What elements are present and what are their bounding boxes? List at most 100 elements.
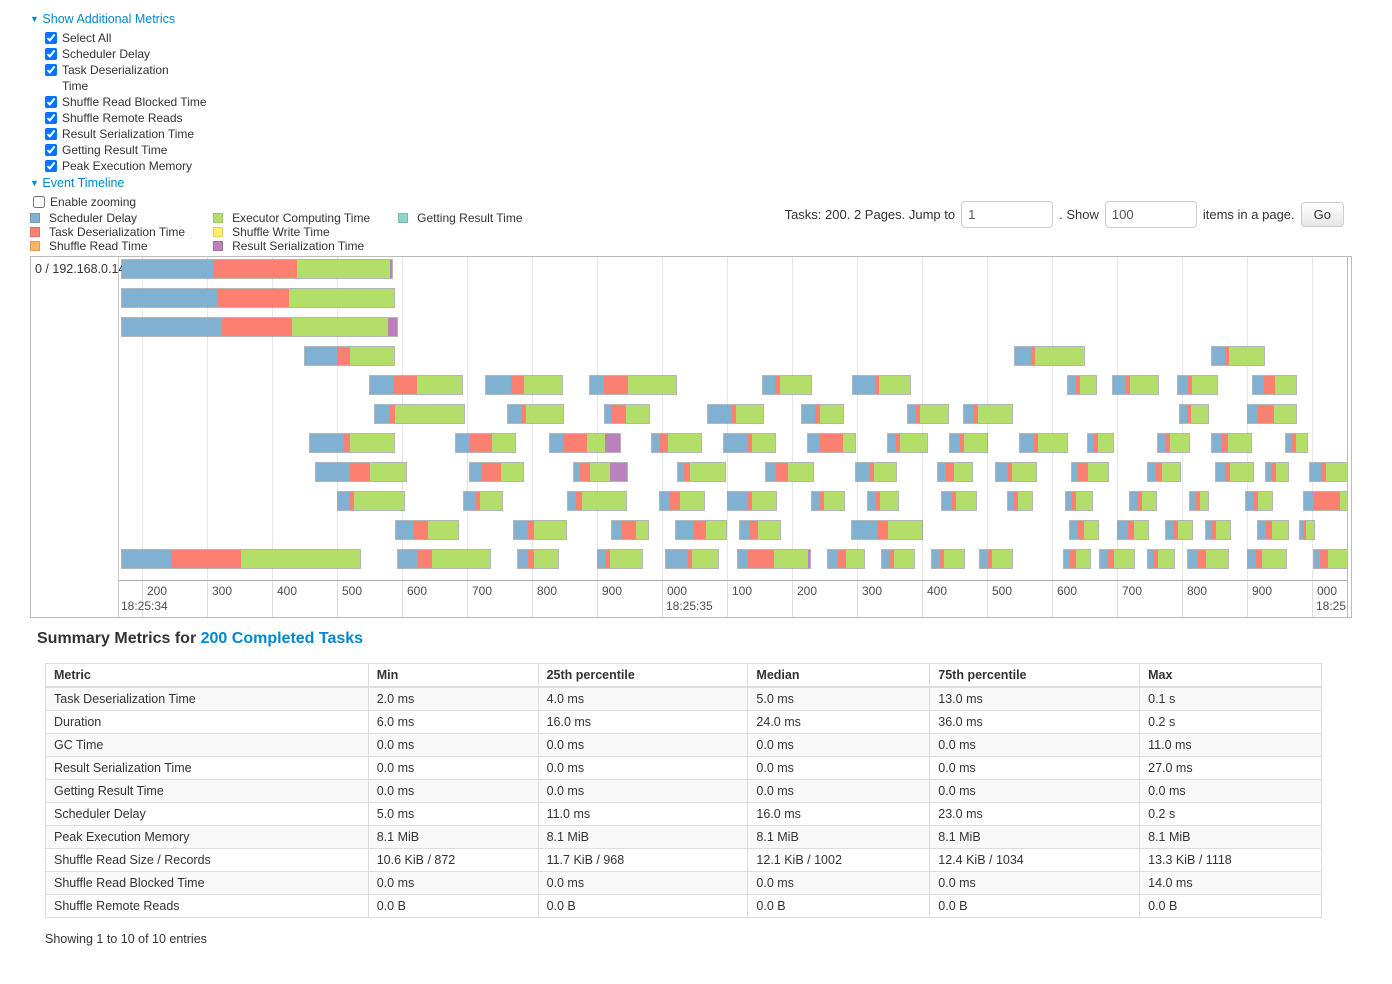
- task-bar[interactable]: [931, 549, 965, 569]
- task-bar[interactable]: [1147, 549, 1175, 569]
- task-bar[interactable]: [469, 462, 524, 482]
- task-bar[interactable]: [304, 346, 395, 366]
- task-bar[interactable]: [121, 259, 393, 279]
- task-bar[interactable]: [1252, 375, 1297, 395]
- task-bar[interactable]: [1067, 375, 1097, 395]
- task-bar[interactable]: [855, 462, 897, 482]
- task-bar[interactable]: [1179, 404, 1209, 424]
- task-bar[interactable]: [737, 549, 811, 569]
- task-bar[interactable]: [1165, 520, 1193, 540]
- task-bar[interactable]: [1065, 491, 1093, 511]
- task-bar[interactable]: [1117, 520, 1149, 540]
- task-bar[interactable]: [807, 433, 856, 453]
- task-bar[interactable]: [1313, 549, 1347, 569]
- task-bar[interactable]: [963, 404, 1013, 424]
- task-bar[interactable]: [1247, 404, 1297, 424]
- metric-checkbox[interactable]: [45, 96, 57, 108]
- task-bar[interactable]: [949, 433, 988, 453]
- metric-checkbox[interactable]: [45, 48, 57, 60]
- task-bar[interactable]: [1285, 433, 1308, 453]
- task-bar[interactable]: [1099, 549, 1135, 569]
- task-bar[interactable]: [374, 404, 465, 424]
- task-bar[interactable]: [852, 375, 911, 395]
- task-bar[interactable]: [867, 491, 899, 511]
- completed-tasks-link[interactable]: 200 Completed Tasks: [200, 630, 364, 647]
- task-bar[interactable]: [1014, 346, 1085, 366]
- task-bar[interactable]: [1257, 520, 1289, 540]
- task-bar[interactable]: [659, 491, 705, 511]
- task-bar[interactable]: [1245, 491, 1273, 511]
- task-bar[interactable]: [665, 549, 719, 569]
- task-bar[interactable]: [937, 462, 973, 482]
- show-additional-metrics-toggle[interactable]: ▼ Show Additional Metrics: [30, 12, 230, 26]
- task-bar[interactable]: [811, 491, 845, 511]
- task-bar[interactable]: [675, 520, 727, 540]
- task-bar[interactable]: [887, 433, 928, 453]
- task-bar[interactable]: [513, 520, 567, 540]
- task-bar[interactable]: [723, 433, 776, 453]
- task-bar[interactable]: [1112, 375, 1159, 395]
- task-bar[interactable]: [463, 491, 503, 511]
- event-timeline-toggle[interactable]: ▼ Event Timeline: [30, 176, 230, 190]
- task-bar[interactable]: [907, 404, 949, 424]
- task-bar[interactable]: [1071, 462, 1109, 482]
- task-bar[interactable]: [1211, 433, 1252, 453]
- task-bar[interactable]: [851, 520, 923, 540]
- metric-checkbox[interactable]: [45, 64, 57, 76]
- timeline-scrollbar[interactable]: [1347, 257, 1351, 617]
- task-bar[interactable]: [1247, 549, 1287, 569]
- task-bar[interactable]: [337, 491, 405, 511]
- task-bar[interactable]: [739, 520, 781, 540]
- task-bar[interactable]: [455, 433, 516, 453]
- task-bar[interactable]: [941, 491, 977, 511]
- task-bar[interactable]: [762, 375, 812, 395]
- task-bar[interactable]: [315, 462, 407, 482]
- task-bar[interactable]: [1007, 491, 1033, 511]
- task-bar[interactable]: [1177, 375, 1218, 395]
- task-bar[interactable]: [1019, 433, 1068, 453]
- task-bar[interactable]: [1265, 462, 1289, 482]
- task-bar[interactable]: [995, 462, 1037, 482]
- metric-checkbox[interactable]: [45, 160, 57, 172]
- task-bar[interactable]: [517, 549, 559, 569]
- task-bar[interactable]: [567, 491, 627, 511]
- task-bar[interactable]: [604, 404, 650, 424]
- task-bar[interactable]: [801, 404, 844, 424]
- task-bar[interactable]: [1187, 549, 1229, 569]
- task-bar[interactable]: [1087, 433, 1114, 453]
- task-bar[interactable]: [1309, 462, 1347, 482]
- task-bar[interactable]: [1299, 520, 1315, 540]
- task-bar[interactable]: [589, 375, 677, 395]
- task-bar[interactable]: [395, 520, 459, 540]
- task-bar[interactable]: [507, 404, 564, 424]
- task-bar[interactable]: [651, 433, 702, 453]
- task-bar[interactable]: [309, 433, 395, 453]
- task-bar[interactable]: [121, 549, 361, 569]
- task-bar[interactable]: [1129, 491, 1157, 511]
- task-bar[interactable]: [369, 375, 463, 395]
- metric-checkbox[interactable]: [45, 32, 57, 44]
- task-bar[interactable]: [979, 549, 1013, 569]
- task-bar[interactable]: [881, 549, 915, 569]
- task-bar[interactable]: [1069, 520, 1099, 540]
- enable-zooming-checkbox[interactable]: [33, 196, 45, 208]
- task-bar[interactable]: [121, 317, 398, 337]
- task-bar[interactable]: [611, 520, 649, 540]
- task-bar[interactable]: [1205, 520, 1231, 540]
- task-bar[interactable]: [827, 549, 865, 569]
- task-bar[interactable]: [1157, 433, 1190, 453]
- task-bar[interactable]: [397, 549, 491, 569]
- go-button[interactable]: Go: [1300, 202, 1344, 227]
- task-bar[interactable]: [121, 288, 395, 308]
- task-bar[interactable]: [597, 549, 643, 569]
- task-bar[interactable]: [549, 433, 621, 453]
- task-bar[interactable]: [1303, 491, 1347, 511]
- task-bar[interactable]: [1215, 462, 1254, 482]
- metric-checkbox[interactable]: [45, 128, 57, 140]
- task-bar[interactable]: [707, 404, 764, 424]
- task-bar[interactable]: [1211, 346, 1265, 366]
- task-bar[interactable]: [765, 462, 814, 482]
- jump-to-page-input[interactable]: [961, 201, 1054, 228]
- task-bar[interactable]: [573, 462, 628, 482]
- task-bar[interactable]: [485, 375, 563, 395]
